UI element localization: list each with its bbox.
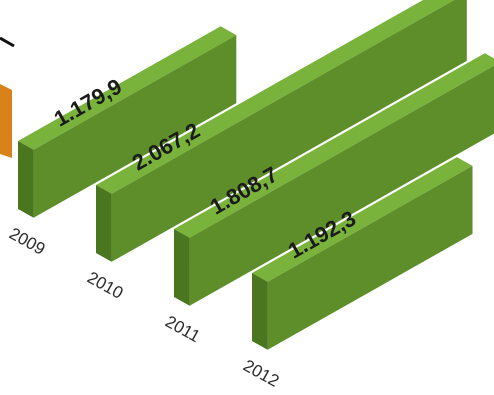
bar-top-face (18, 26, 237, 150)
bar-long-face (189, 65, 494, 306)
bar-long-face (111, 0, 467, 262)
bar-2010 (96, 0, 467, 262)
year-label-2012: 2012 (240, 356, 282, 391)
bar-end-face (18, 141, 34, 218)
bar-2012 (252, 157, 473, 350)
bar-top-face (174, 53, 494, 238)
year-label-2009: 2009 (6, 224, 48, 259)
bar-end-face (174, 229, 190, 306)
bar-end-face (252, 273, 268, 350)
bar-top-face (96, 0, 455, 194)
partial-bar-front (0, 84, 12, 158)
bar-top-face (252, 157, 473, 282)
year-label-2011: 2011 (162, 312, 203, 346)
bar-2009 (18, 26, 237, 218)
year-label-2010: 2010 (84, 268, 126, 303)
bar-2011 (174, 53, 494, 306)
bar-long-face (33, 35, 237, 218)
bar-end-face (96, 185, 112, 262)
partial-bar-cropped (0, 36, 15, 158)
bar-long-face (267, 165, 473, 350)
partial-bar-edge (0, 36, 15, 48)
bars-group (18, 0, 494, 350)
